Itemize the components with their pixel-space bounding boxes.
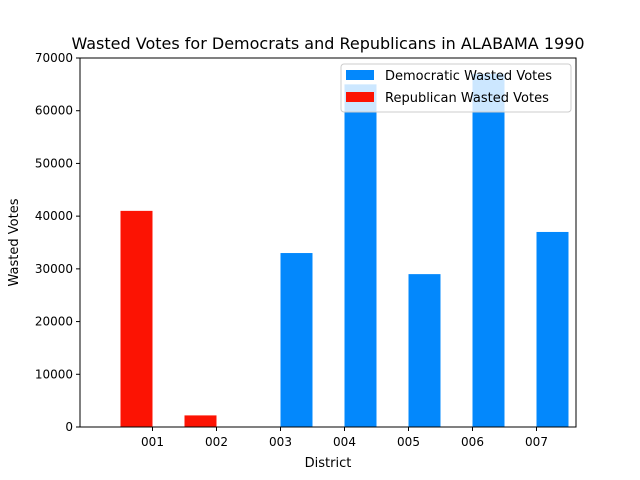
bar-democratic-003 (280, 253, 313, 427)
y-tick-label: 50000 (35, 156, 73, 170)
y-tick-label: 70000 (35, 51, 73, 65)
x-tick-label: 002 (205, 435, 228, 449)
legend-swatch-democratic (346, 70, 374, 80)
y-tick-label: 10000 (35, 367, 73, 381)
legend-label-republican: Republican Wasted Votes (385, 91, 549, 106)
chart-title: Wasted Votes for Democrats and Republica… (71, 34, 584, 53)
legend: Democratic Wasted Votes Republican Waste… (340, 63, 572, 113)
bar-democratic-007 (536, 231, 569, 427)
x-axis-label: District (305, 456, 352, 471)
plot-frame (79, 57, 577, 428)
x-tick-label: 001 (141, 435, 164, 449)
x-tick-label: 007 (525, 435, 548, 449)
x-tick-label: 003 (269, 435, 292, 449)
legend-swatch-republican (346, 92, 374, 102)
bars-group (120, 73, 569, 428)
legend-frame (340, 63, 572, 113)
x-tick-label: 006 (461, 435, 484, 449)
bar-republican-002 (184, 415, 217, 427)
y-tick-label: 40000 (35, 209, 73, 223)
y-axis-ticks: 0 10000 20000 30000 40000 50000 60000 70000 (35, 51, 80, 434)
bar-republican-001 (120, 210, 153, 427)
x-tick-label: 005 (397, 435, 420, 449)
y-tick-label: 20000 (35, 315, 73, 329)
x-axis-ticks: 001 002 003 004 005 006 007 (141, 427, 548, 449)
y-tick-label: 0 (65, 420, 73, 434)
bar-democratic-004 (344, 84, 377, 427)
y-axis-label: Wasted Votes (7, 198, 22, 286)
x-tick-label: 004 (333, 435, 356, 449)
bar-democratic-006 (472, 73, 505, 428)
legend-label-democratic: Democratic Wasted Votes (385, 69, 552, 84)
y-tick-label: 30000 (35, 262, 73, 276)
bar-democratic-005 (408, 274, 441, 427)
y-tick-label: 60000 (35, 104, 73, 118)
